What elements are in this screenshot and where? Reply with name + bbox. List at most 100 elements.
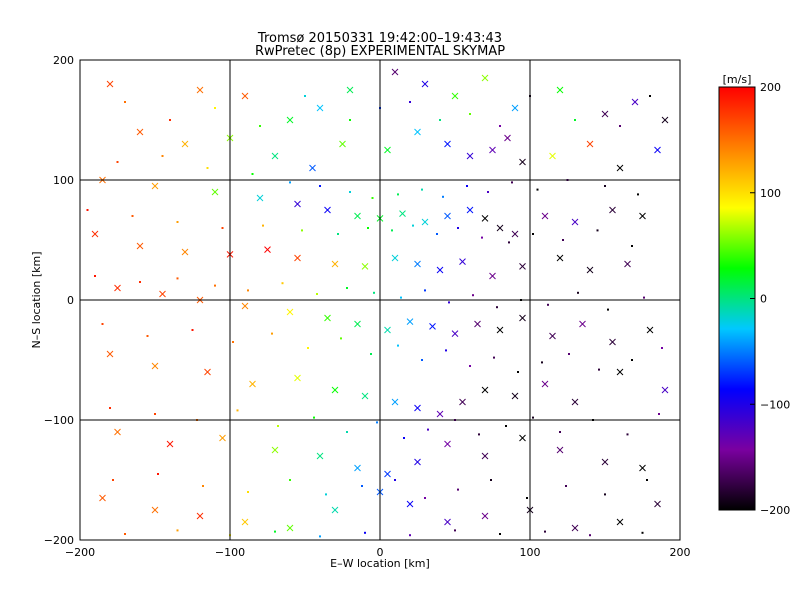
scatter-point-dot [493,356,495,359]
scatter-point-dot [490,479,492,481]
scatter-point-cross [646,326,654,334]
scatter-point-cross [106,350,114,358]
scatter-point-cross [481,386,489,394]
scatter-point-dot [421,359,423,361]
scatter-point-dot [176,529,179,532]
scatter-point-cross [556,254,564,262]
scatter-point-cross [271,152,279,160]
scatter-point-dot [346,287,348,289]
scatter-point-dot [511,181,513,184]
scatter-point-cross [504,134,511,142]
scatter-point-dot [371,197,374,199]
colorbar-unit-label: [m/s] [723,73,752,86]
scatter-point-cross [451,330,459,337]
scatter-point-cross [549,152,556,160]
scatter-point-dot [626,433,629,436]
scatter-point-dot [376,421,378,424]
scatter-point-dot [412,224,414,227]
scatter-point-dot [319,535,321,538]
scatter-point-cross [654,146,661,154]
scatter-point-cross [609,338,616,346]
x-tick-label: −200 [65,546,95,559]
scatter-point-dot [340,337,342,340]
scatter-point-dot [281,282,284,285]
scatter-point-dot [649,95,651,97]
scatter-point-dot [400,296,402,299]
plot-frame [79,59,681,541]
scatter-point-cross [241,92,249,100]
scatter-point-dot [536,188,539,191]
scatter-point-dot [394,479,396,481]
scatter-point-dot [289,181,291,184]
scatter-point-cross [511,392,519,400]
scatter-point-dot [325,493,327,496]
scatter-point-dot [101,323,104,325]
scatter-point-cross [256,194,264,202]
scatter-point-dot [109,407,111,409]
scatter-point-dot [457,227,459,229]
scatter-point-dot [259,125,261,127]
scatter-point-dot [364,531,366,534]
scatter-point-cross [481,215,489,222]
scatter-point-dot [316,293,318,295]
scatter-point-cross [136,128,144,136]
scatter-point-dot [442,195,444,198]
scatter-point-dot [643,296,645,299]
scatter-point-dot [424,497,426,499]
scatter-point-dot [247,289,249,292]
scatter-point-cross [151,182,159,190]
scatter-point-cross [324,314,331,322]
scatter-point-cross [586,266,594,274]
scatter-point-dot [289,479,291,481]
scatter-point-cross [459,398,466,406]
scatter-point-dot [427,428,429,431]
scatter-point-cross [361,392,369,400]
chart-subtitle: RwPretec (8p) EXPERIMENTAL SKYMAP [255,44,505,59]
grid-lines [80,60,680,540]
scatter-point-cross [294,200,301,208]
scatter-point-cross [196,86,204,94]
x-tick-label: −100 [215,546,245,559]
scatter-point-cross [271,446,279,454]
scatter-point-dot [349,119,351,121]
scatter-point-dot [544,530,546,533]
scatter-point-cross [264,246,271,253]
scatter-point-dot [86,209,89,211]
x-axis-ticks: −200 −100 0 100 200 [65,546,691,559]
scatter-point-dot [478,433,480,436]
scatter-point-cross [391,68,399,76]
x-tick-label: 200 [670,546,691,559]
scatter-point-dot [448,301,450,304]
scatter-point-cross [324,206,331,214]
scatter-point-cross [556,446,564,454]
scatter-point-dot [604,493,606,496]
scatter-point-dot [319,185,321,187]
scatter-point-cross [166,440,174,448]
scatter-point-dot [274,530,276,533]
scatter-point-cross [151,362,159,370]
scatter-point-dot [236,409,239,412]
y-tick-label: 100 [53,174,74,187]
scatter-point-dot [139,281,141,283]
colorbar-tick-label: 0 [760,293,767,306]
scatter-point-cross [639,464,646,472]
scatter-point-dot [532,416,534,419]
scatter-point-dot [161,155,164,157]
scatter-point-cross [421,80,429,88]
scatter-point-cross [151,506,159,514]
scatter-point-cross [466,152,474,160]
scatter-point-dot [604,185,606,187]
y-axis-ticks: −200 −100 0 100 200 [44,54,74,547]
scatter-point-cross [414,404,421,412]
scatter-point-dot [631,359,633,361]
scatter-point-cross [579,320,586,328]
scatter-point-cross [421,218,429,226]
scatter-point-dot [307,347,309,349]
scatter-point-dot [206,167,209,169]
scatter-point-cross [159,290,166,298]
scatter-point-cross [391,254,399,262]
scatter-point-dot [445,349,447,352]
scatter-point-dot [607,308,609,311]
scatter-point-cross [286,116,294,124]
scatter-point-dot [313,416,315,419]
